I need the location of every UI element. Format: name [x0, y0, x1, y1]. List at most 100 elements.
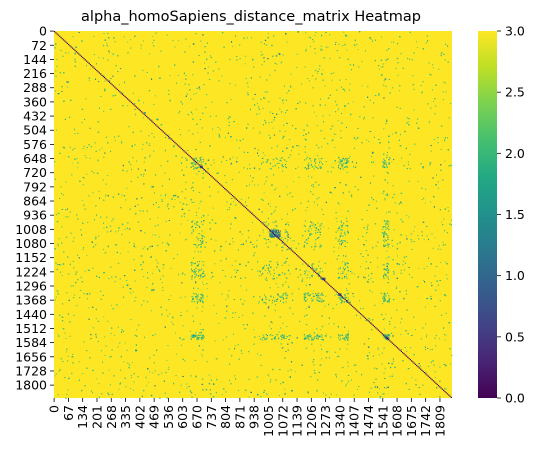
heatmap-cell [194, 244, 196, 245]
heatmap-cell [432, 247, 434, 249]
heatmap-cell [307, 164, 309, 166]
heatmap-cell [136, 160, 138, 162]
heatmap-cell [339, 163, 341, 165]
heatmap-cell [64, 376, 66, 378]
heatmap-cell [387, 246, 390, 248]
heatmap-cell [267, 246, 269, 248]
heatmap-cell [136, 329, 138, 331]
heatmap-cell [325, 335, 327, 337]
heatmap-cell [118, 84, 120, 86]
heatmap-cell [195, 282, 197, 284]
heatmap-cell [228, 348, 230, 350]
heatmap-cell [392, 299, 395, 301]
heatmap-cell [282, 170, 284, 172]
heatmap-cell [333, 133, 335, 135]
heatmap-cell [279, 395, 281, 397]
heatmap-cell [244, 55, 247, 57]
heatmap-cell [199, 261, 201, 263]
heatmap-cell [303, 334, 306, 336]
heatmap-cell [215, 391, 217, 394]
heatmap-cell [131, 376, 132, 378]
heatmap-cell [337, 240, 339, 242]
heatmap-cell [231, 237, 233, 240]
heatmap-cell [202, 160, 204, 163]
heatmap-cell [68, 156, 70, 158]
heatmap-cell [378, 94, 380, 96]
heatmap-cell [240, 198, 242, 200]
heatmap-cell [430, 298, 432, 300]
heatmap-cell [154, 225, 157, 227]
heatmap-cell [126, 187, 128, 189]
heatmap-cell [197, 295, 199, 297]
heatmap-cell [276, 232, 278, 233]
heatmap-cell [338, 227, 340, 229]
heatmap-cell [365, 261, 367, 263]
heatmap-cell [77, 162, 79, 164]
heatmap-cell [437, 137, 439, 139]
heatmap-cell [318, 147, 320, 149]
heatmap-cell [201, 230, 203, 232]
heatmap-cell [320, 268, 322, 270]
heatmap-cell [414, 143, 416, 145]
heatmap-cell [181, 191, 183, 193]
heatmap-cell [132, 291, 134, 293]
heatmap-cell [308, 164, 310, 166]
heatmap-cell [104, 88, 106, 90]
heatmap-cell [193, 201, 195, 203]
heatmap-cell [200, 328, 202, 330]
heatmap-cell [283, 135, 285, 137]
heatmap-cell [346, 225, 348, 227]
heatmap-cell [199, 157, 201, 159]
heatmap-cell [291, 390, 293, 392]
heatmap-cell [444, 388, 446, 390]
heatmap-cell [299, 101, 301, 103]
heatmap-cell [216, 173, 218, 174]
heatmap-cell [198, 233, 200, 235]
heatmap-cell [67, 81, 70, 83]
heatmap-cell [90, 333, 92, 336]
heatmap-cell [244, 300, 246, 302]
heatmap-cell [165, 220, 167, 222]
heatmap-cell [272, 229, 274, 231]
heatmap-cell [344, 245, 346, 247]
heatmap-cell [275, 230, 277, 232]
heatmap-cell [218, 133, 220, 135]
heatmap-cell [179, 201, 181, 203]
heatmap-cell [344, 275, 346, 277]
heatmap-cell [289, 154, 291, 156]
heatmap-cell [376, 368, 378, 370]
heatmap-cell [149, 154, 151, 156]
heatmap-cell [271, 230, 273, 232]
heatmap-cell [338, 239, 340, 241]
heatmap-cell [134, 35, 136, 37]
heatmap-cell [313, 364, 315, 366]
heatmap-cell [88, 79, 90, 81]
heatmap-cell [253, 295, 255, 298]
heatmap-cell [60, 264, 62, 266]
heatmap-cell [396, 286, 398, 288]
heatmap-cell [135, 344, 137, 346]
heatmap-cell [298, 153, 300, 155]
heatmap-cell [388, 244, 390, 245]
heatmap-cell [316, 336, 318, 338]
heatmap-cell [233, 121, 235, 123]
heatmap-cell [262, 152, 264, 154]
heatmap-cell [281, 336, 283, 338]
heatmap-cell [84, 208, 86, 210]
heatmap-cell [199, 323, 201, 325]
heatmap-cell [415, 379, 417, 381]
heatmap-cell [411, 335, 413, 337]
heatmap-cell [226, 305, 228, 307]
heatmap-cell [306, 314, 308, 316]
heatmap-cell [189, 390, 192, 392]
heatmap-cell [282, 334, 284, 336]
heatmap-cell [415, 384, 417, 386]
heatmap-cell [227, 296, 229, 298]
heatmap-cell [346, 290, 348, 292]
heatmap-cell [386, 221, 388, 223]
heatmap-cell [340, 137, 342, 139]
heatmap-cell [363, 227, 365, 229]
heatmap-cell [286, 231, 288, 233]
heatmap-cell [288, 335, 290, 337]
heatmap-cell [360, 266, 362, 268]
